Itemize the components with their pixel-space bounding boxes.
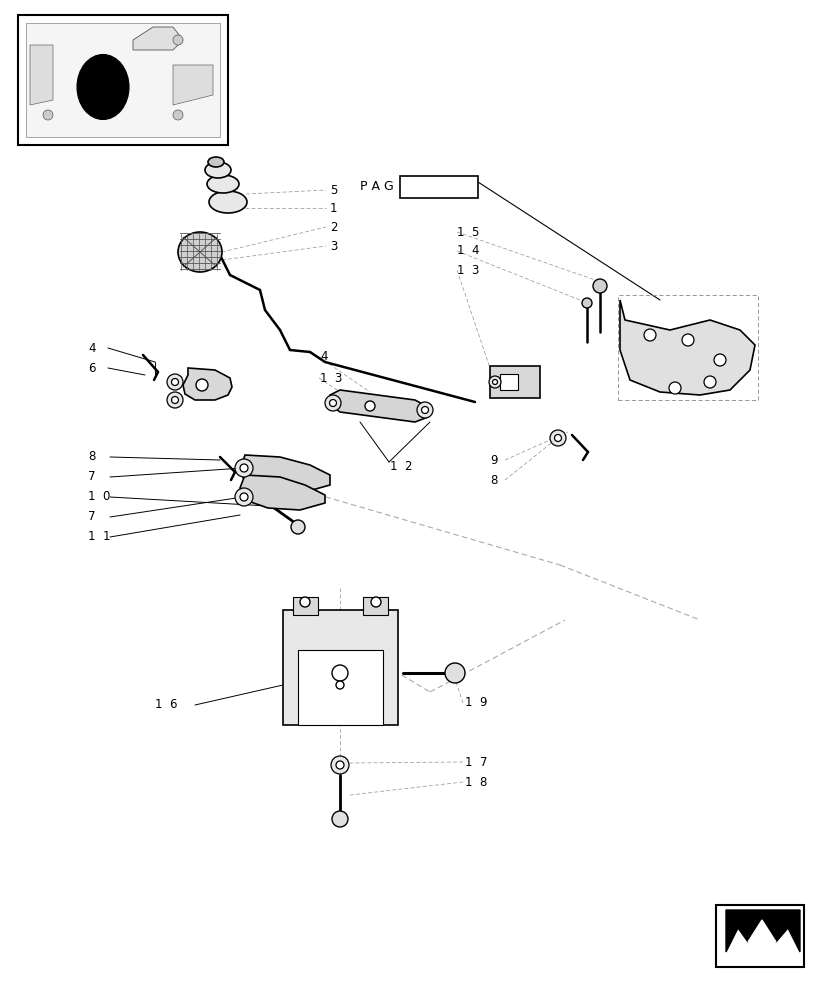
Circle shape — [167, 392, 183, 408]
Text: 1: 1 — [330, 202, 337, 215]
Circle shape — [240, 464, 248, 472]
Text: 1  7: 1 7 — [465, 756, 487, 768]
Circle shape — [681, 334, 693, 346]
Bar — [26, 23, 220, 137]
Bar — [18, 15, 227, 145]
Ellipse shape — [178, 232, 222, 272]
Polygon shape — [173, 65, 213, 105]
Text: 3: 3 — [330, 239, 337, 252]
Polygon shape — [133, 27, 183, 50]
Circle shape — [421, 406, 428, 414]
Text: 1  4: 1 4 — [457, 244, 479, 257]
Text: 1  6: 1 6 — [155, 698, 177, 711]
Text: 7: 7 — [88, 510, 95, 524]
Circle shape — [370, 597, 380, 607]
Ellipse shape — [208, 157, 224, 167]
Bar — [617, 295, 757, 400]
Bar — [490, 366, 539, 398]
Circle shape — [235, 459, 253, 477]
Circle shape — [592, 279, 606, 293]
Circle shape — [329, 399, 336, 406]
Polygon shape — [330, 390, 428, 422]
Text: P A G: P A G — [360, 180, 394, 193]
Circle shape — [290, 520, 304, 534]
Bar — [362, 597, 388, 615]
Circle shape — [549, 430, 566, 446]
Text: 8: 8 — [88, 450, 95, 464]
Polygon shape — [240, 455, 330, 492]
Circle shape — [668, 382, 680, 394]
Polygon shape — [725, 910, 799, 952]
Text: 7: 7 — [88, 471, 95, 484]
Circle shape — [299, 597, 309, 607]
Circle shape — [489, 376, 500, 388]
Ellipse shape — [77, 55, 129, 120]
Bar — [298, 650, 383, 725]
Circle shape — [643, 329, 655, 341]
Text: 1  3: 1 3 — [319, 371, 342, 384]
Circle shape — [167, 374, 183, 390]
Circle shape — [325, 395, 341, 411]
Text: 1  2: 1 2 — [390, 460, 412, 474]
Circle shape — [331, 756, 348, 774]
Text: 5: 5 — [330, 184, 337, 197]
Text: 9: 9 — [490, 454, 497, 466]
Circle shape — [444, 663, 465, 683]
Circle shape — [332, 665, 347, 681]
Bar — [399, 176, 477, 198]
Circle shape — [581, 298, 591, 308]
Circle shape — [417, 402, 433, 418]
Text: 1  3: 1 3 — [457, 263, 479, 276]
Text: 4: 4 — [88, 342, 95, 355]
Text: 1  8: 1 8 — [465, 776, 487, 788]
Circle shape — [171, 378, 179, 385]
Circle shape — [173, 110, 183, 120]
Text: 4: 4 — [319, 351, 327, 363]
Circle shape — [332, 811, 347, 827]
Polygon shape — [747, 920, 775, 942]
Ellipse shape — [207, 175, 239, 193]
Polygon shape — [619, 300, 754, 395]
Circle shape — [173, 35, 183, 45]
Circle shape — [196, 379, 208, 391]
Text: 1  9: 1 9 — [465, 696, 487, 710]
Polygon shape — [183, 368, 232, 400]
Circle shape — [554, 434, 561, 442]
Circle shape — [492, 379, 497, 384]
Ellipse shape — [205, 162, 231, 178]
Bar — [500, 374, 518, 390]
Circle shape — [43, 110, 53, 120]
Circle shape — [171, 396, 179, 403]
Circle shape — [240, 493, 248, 501]
Bar — [293, 597, 318, 615]
Circle shape — [235, 488, 253, 506]
Polygon shape — [30, 45, 53, 105]
Text: 6: 6 — [88, 361, 95, 374]
Bar — [715, 905, 803, 967]
Text: 1  5: 1 5 — [457, 226, 479, 239]
Circle shape — [703, 376, 715, 388]
Ellipse shape — [208, 191, 246, 213]
Text: .    2: . 2 — [442, 181, 471, 194]
Text: 1  0: 1 0 — [88, 490, 110, 504]
Text: 8: 8 — [490, 474, 497, 487]
Bar — [283, 610, 398, 725]
Text: 1  1: 1 1 — [88, 530, 110, 544]
Text: 2: 2 — [330, 221, 337, 234]
Circle shape — [365, 401, 375, 411]
Polygon shape — [240, 475, 325, 510]
Circle shape — [336, 681, 343, 689]
Circle shape — [336, 761, 343, 769]
Circle shape — [713, 354, 725, 366]
